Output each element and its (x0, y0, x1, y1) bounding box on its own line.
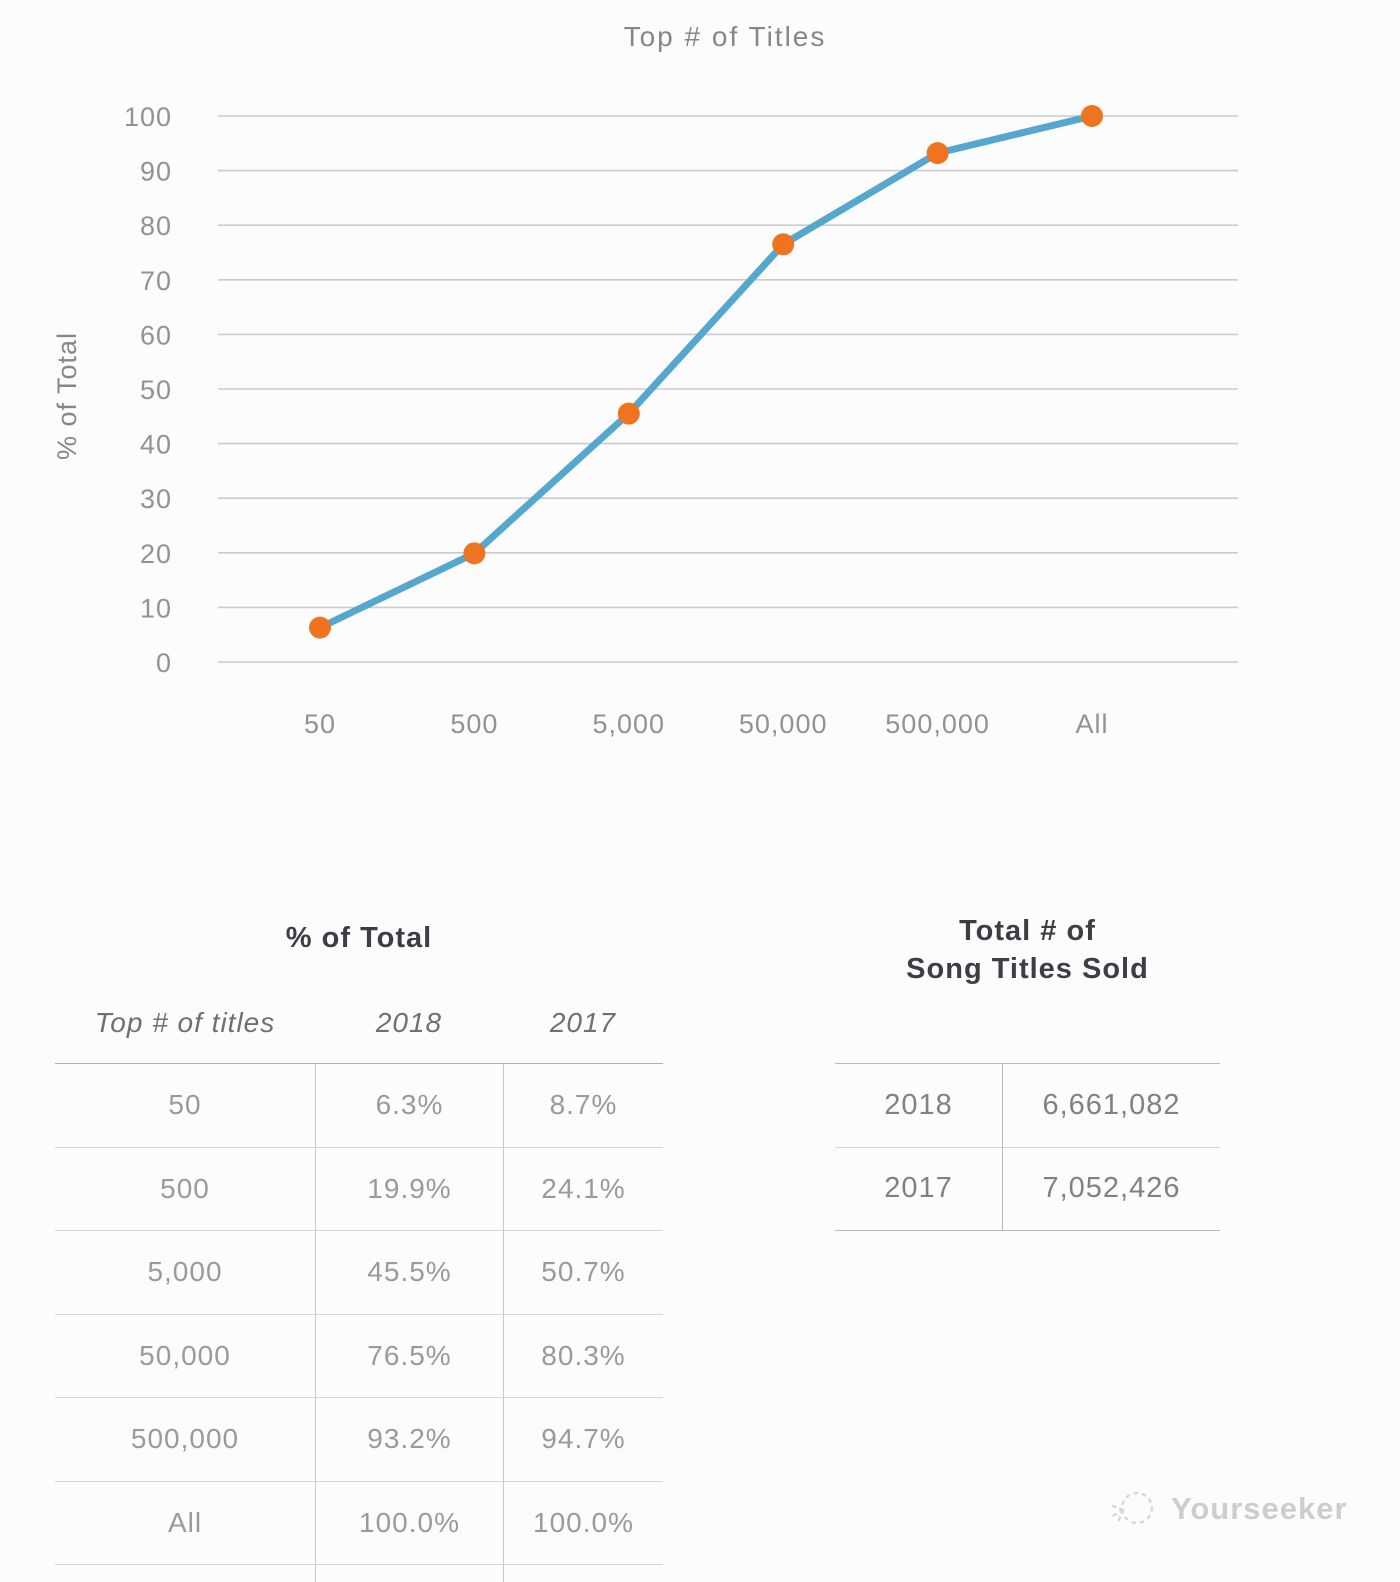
table-cell: 2017 (884, 1172, 953, 1205)
watermark-text: Yourseeker (1171, 1491, 1348, 1526)
data-line (316, 112, 1096, 632)
table-cell: 6.3% (315, 1064, 503, 1148)
x-tick-label: 5,000 (593, 709, 666, 739)
y-tick-label: 70 (140, 266, 172, 296)
y-tick-label: 90 (140, 157, 172, 187)
table-cell: 7,052,426 (1002, 1147, 1220, 1230)
totals-table-title: Total # of Song Titles Sold (835, 912, 1220, 988)
data-point (772, 233, 795, 256)
y-tick-label: 10 (140, 593, 172, 623)
y-tick-label: 20 (140, 539, 172, 569)
table-cell: 19.9% (315, 1147, 503, 1231)
data-point (1081, 105, 1103, 127)
table-cell: 500 (55, 1148, 315, 1231)
x-tick-label: 500,000 (885, 709, 990, 739)
table-cell: 100.0% (503, 1481, 663, 1565)
table-cell: 45.5% (315, 1231, 503, 1315)
percent-table-header: Top # of titles 2018 2017 (55, 995, 663, 1051)
table-divider-extension (315, 1565, 503, 1582)
totals-table-title-line1: Total # of (959, 915, 1096, 947)
data-point (309, 616, 331, 639)
y-tick-label: 0 (156, 648, 172, 678)
y-tick-label: 60 (140, 320, 172, 350)
table-cell: 24.1% (503, 1147, 663, 1231)
table-cell: 8.7% (503, 1064, 663, 1148)
line-chart: Top # of Titles 0 10 20 30 40 50 60 70 80 90 100 % o… (52, 21, 1238, 739)
table-cell: 93.2% (315, 1398, 503, 1482)
totals-table-title-line2: Song Titles Sold (906, 953, 1149, 985)
percent-table: 50 6.3% 8.7% 500 19.9% 24.1% 5,000 45.5% 50.7% 50… (55, 1063, 663, 1582)
y-tick-label: 80 (140, 211, 172, 241)
table-divider-extension (503, 1565, 663, 1582)
table-cell: 6,661,082 (1002, 1064, 1220, 1148)
table-cell: 80.3% (503, 1314, 663, 1398)
data-point (617, 402, 640, 425)
table-cell: All (55, 1482, 315, 1565)
watermark: Yourseeker (1103, 1481, 1348, 1537)
y-tick-label: 50 (140, 375, 172, 405)
percent-table-column-header: 2017 (549, 1007, 617, 1038)
table-cell: 5,000 (55, 1231, 315, 1315)
percent-table-column-header: 2018 (375, 1007, 443, 1038)
yourseeker-logo-icon (1109, 1491, 1154, 1525)
y-tick-label: 40 (140, 430, 172, 460)
table-cell: 76.5% (315, 1314, 503, 1398)
percent-table-column-header: Top # of titles (94, 1007, 276, 1038)
x-tick-label: 50 (304, 709, 336, 739)
table-cell: 50.7% (503, 1231, 663, 1315)
chart-title: Top # of Titles (624, 21, 827, 52)
data-point (463, 542, 486, 565)
x-tick-label: 500 (450, 709, 498, 739)
table-cell: 500,000 (55, 1398, 315, 1482)
data-point (926, 142, 949, 165)
y-tick-label: 100 (124, 102, 172, 132)
table-cell: 94.7% (503, 1398, 663, 1482)
y-axis-label: % of Total (52, 332, 82, 460)
table-cell: 100.0% (315, 1481, 503, 1565)
x-tick-label: All (1075, 709, 1108, 739)
table-cell: 50,000 (55, 1315, 315, 1398)
x-tick-label: 50,000 (739, 709, 828, 739)
table-cell: 2018 (835, 1064, 1002, 1148)
table-cell: 50 (55, 1064, 315, 1148)
totals-table: 2018 6,661,082 2017 7,052,426 (835, 1063, 1220, 1231)
y-tick-label: 30 (140, 484, 172, 514)
table-divider-extension (55, 1565, 315, 1582)
percent-table-title: % of Total (285, 922, 433, 954)
